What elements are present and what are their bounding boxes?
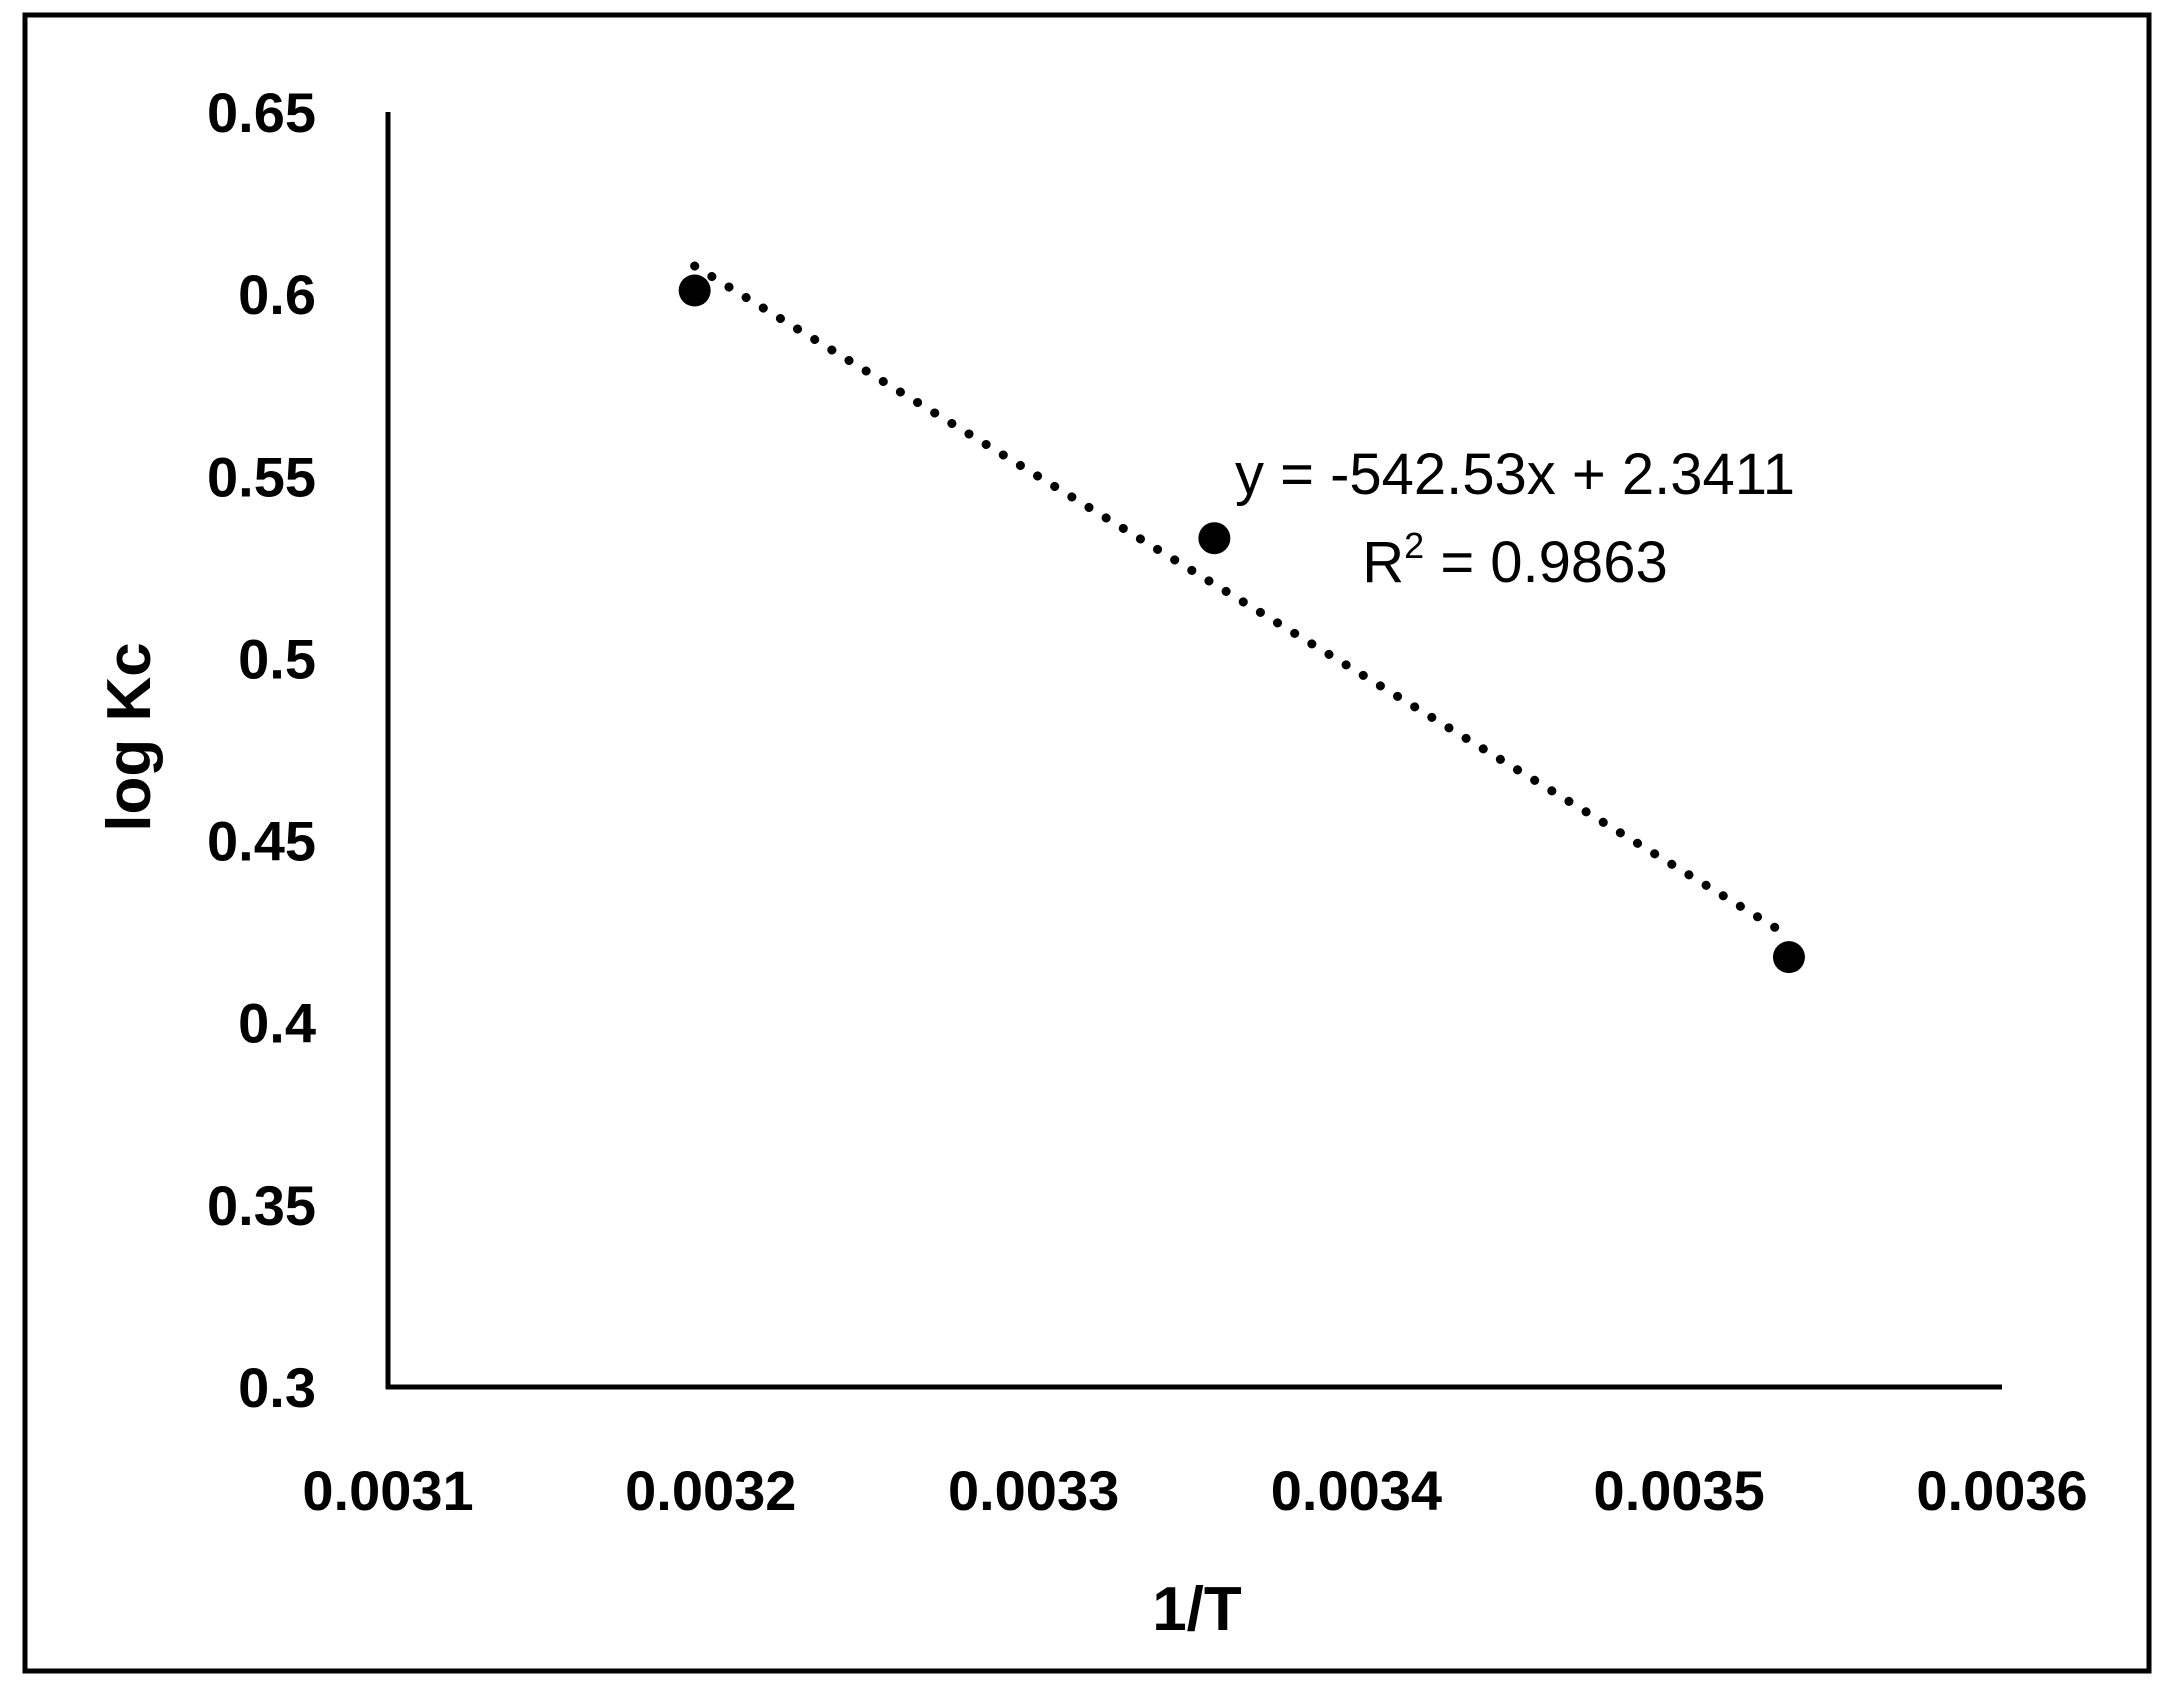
- y-tick-label-0: 0.3: [238, 1356, 316, 1419]
- y-tick-label-7: 0.65: [207, 81, 316, 144]
- y-tick-label-3: 0.45: [207, 810, 316, 873]
- r-squared-suffix: = 0.9863: [1424, 530, 1668, 595]
- data-point-0: [678, 274, 711, 307]
- x-tick-label-2: 0.0033: [948, 1459, 1119, 1522]
- y-tick-label-4: 0.5: [238, 627, 316, 690]
- y-tick-label-6: 0.6: [238, 263, 316, 326]
- x-axis-title: 1/T: [1152, 1575, 1242, 1644]
- equation-label: y = -542.53x + 2.3411: [1235, 442, 1795, 507]
- x-tick-label-3: 0.0034: [1271, 1459, 1442, 1522]
- data-point-2: [1772, 941, 1805, 974]
- axes: [385, 112, 2002, 1390]
- data-point-1: [1198, 522, 1231, 555]
- x-tick-label-0: 0.0031: [302, 1459, 473, 1522]
- x-tick-label-1: 0.0032: [625, 1459, 796, 1522]
- chart-frame: [22, 12, 2152, 1674]
- x-tick-label-5: 0.0036: [1916, 1459, 2087, 1522]
- data-points: [678, 274, 1805, 974]
- trendline: [690, 261, 1794, 941]
- y-tick-label-2: 0.4: [238, 992, 316, 1055]
- x-tick-label-4: 0.0035: [1594, 1459, 1765, 1522]
- trendline-layer: [690, 261, 1794, 941]
- tick-labels: 0.0031 0.0032 0.0033 0.0034 0.0035 0.0036 0.3 0…: [207, 81, 2088, 1522]
- r-squared-exponent: 2: [1404, 525, 1424, 566]
- y-axis-title: log Kc: [95, 642, 164, 831]
- y-tick-label-1: 0.35: [207, 1174, 316, 1237]
- r-squared-prefix: R: [1362, 530, 1404, 595]
- r-squared-label: R2 = 0.9863: [1362, 525, 1667, 595]
- y-tick-label-5: 0.55: [207, 445, 316, 508]
